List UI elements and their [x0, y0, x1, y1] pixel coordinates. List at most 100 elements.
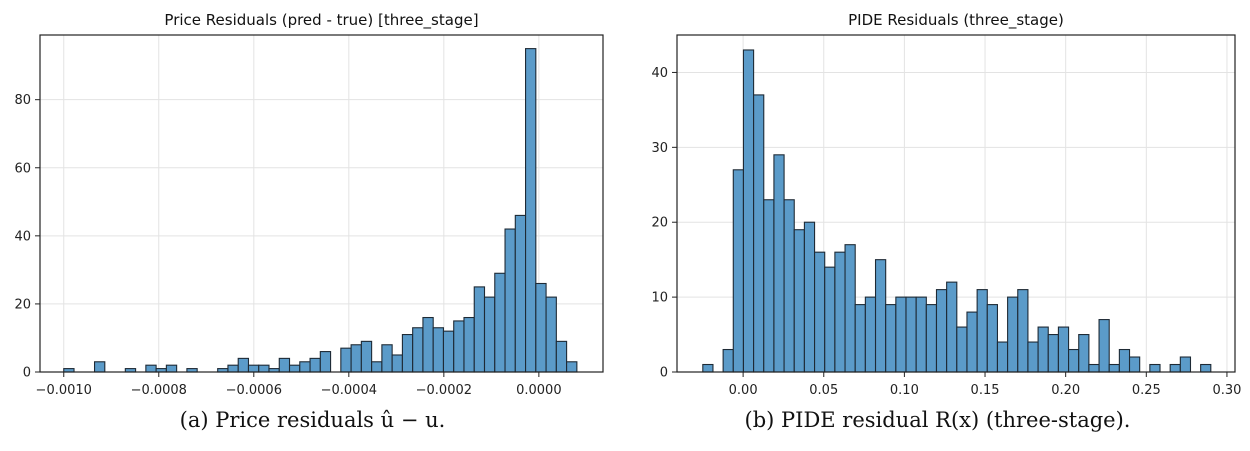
price-histogram-bar: [494, 272, 506, 373]
pide-histogram-bar: [935, 289, 948, 373]
price-histogram-bar: [545, 296, 557, 373]
price-histogram-bar: [278, 357, 291, 373]
pide-axes-frame: [676, 34, 1236, 373]
price-chart-title: Price Residuals (pred - true) [three_sta…: [164, 11, 478, 30]
price-histogram-bar: [535, 282, 547, 373]
pide-histogram-bar: [1027, 341, 1039, 373]
price-histogram-bar: [453, 320, 465, 373]
pide-histogram-bar: [1068, 348, 1080, 373]
price-histogram-bar: [555, 340, 568, 373]
price-histogram-bar: [237, 357, 250, 373]
pide-histogram-bar: [854, 304, 866, 373]
price-histogram-bar: [247, 364, 260, 373]
pide-histogram-bar: [844, 244, 856, 373]
pide-histogram-bar: [1200, 363, 1212, 373]
price-histogram-bar: [504, 228, 516, 373]
price-histogram-bar: [381, 344, 393, 373]
pide-histogram-bar: [864, 296, 877, 373]
price-residuals-panel: −0.0010 −0.0008 −0.0006 −0.0004 −0.0002 0.000…: [14, 11, 604, 398]
price-y-tick-label: 40: [14, 229, 31, 244]
price-histogram-bar: [350, 344, 362, 373]
pide-histogram-bar: [996, 341, 1009, 373]
price-histogram-bar: [442, 330, 455, 373]
price-y-tick-label: 0: [23, 366, 31, 381]
price-histogram-bar: [360, 340, 373, 373]
price-histogram-bar: [401, 334, 414, 373]
pide-y-tick-label: 30: [651, 141, 668, 156]
pide-histogram-bar: [925, 304, 938, 373]
price-y-tick-label: 20: [14, 297, 31, 312]
pide-histogram-bar: [763, 199, 775, 373]
pide-x-tick-label: 0.05: [809, 383, 838, 398]
pide-histogram-bar: [732, 169, 744, 373]
pide-histogram-bar: [1088, 363, 1100, 373]
pide-histogram-bar: [885, 304, 897, 373]
pide-residuals-panel: 0.00 0.05 0.10 0.15 0.20 0.25 0.30 0 10 20 30 40 PID…: [651, 11, 1241, 398]
pide-histogram-bar: [1098, 319, 1110, 373]
price-histogram-bar: [93, 361, 106, 373]
pide-histogram-bar: [874, 259, 887, 373]
pide-histogram-bar: [1149, 363, 1161, 373]
pide-x-tick-label: 0.30: [1212, 383, 1241, 398]
pide-x-tick-label: 0.00: [729, 383, 758, 398]
price-histogram-bar: [299, 361, 311, 373]
caption-b: (b) PIDE residual R(x) (three-stage).: [625, 400, 1250, 440]
pide-chart-title: PIDE Residuals (three_stage): [848, 11, 1064, 30]
pide-histogram-bar: [1169, 363, 1181, 373]
pide-histogram-bar: [824, 266, 836, 373]
pide-histogram-bar: [803, 221, 816, 373]
pide-histogram-bar: [946, 281, 958, 373]
price-histogram-bar: [422, 316, 434, 373]
pide-histogram-bar: [1007, 296, 1019, 373]
pide-histogram-bar: [986, 304, 998, 373]
price-x-tick-label: −0.0002: [416, 383, 472, 398]
pide-y-tick-label: 10: [651, 291, 668, 306]
pide-x-tick-label: 0.25: [1132, 383, 1161, 398]
pide-histogram-bar: [702, 363, 714, 373]
caption-a-label: (a): [179, 408, 209, 432]
price-y-tick-label: 60: [14, 161, 31, 176]
price-x-tick-label: −0.0006: [226, 383, 282, 398]
price-histogram-bar: [432, 327, 445, 373]
pide-histogram-bar: [1179, 356, 1192, 373]
pide-histogram-bar: [742, 49, 755, 373]
price-histogram-bar: [227, 364, 239, 373]
pide-histogram-bar: [773, 154, 785, 373]
pide-histogram-bar: [966, 311, 978, 373]
pide-y-tick-label: 40: [651, 66, 668, 81]
pide-x-tick-label: 0.20: [1051, 383, 1080, 398]
price-histogram-bar: [258, 364, 270, 373]
price-histogram-bar: [412, 327, 424, 373]
price-y-tick-label: 80: [14, 93, 31, 108]
pide-histogram-bar: [1078, 334, 1090, 373]
pide-histogram-bar: [1118, 348, 1131, 373]
price-histogram-bar: [566, 361, 578, 373]
pide-histogram-bar: [915, 296, 927, 373]
price-x-tick-label: −0.0010: [36, 383, 92, 398]
price-histogram-bar: [340, 347, 352, 373]
pide-histogram-bar: [1037, 326, 1049, 373]
pide-histogram-bar: [753, 94, 765, 373]
caption-a-text: Price residuals û − u.: [215, 408, 446, 432]
pide-histogram-bar: [956, 326, 968, 373]
pide-histogram-bar: [1047, 334, 1059, 373]
pide-histogram-bar: [905, 296, 917, 373]
pide-histogram-bar: [814, 251, 826, 373]
pide-y-tick-label: 0: [660, 366, 668, 381]
price-x-tick-label: 0.0000: [516, 383, 562, 398]
price-histogram-bar: [145, 364, 157, 373]
pide-histogram-bar: [1128, 356, 1141, 373]
pide-x-tick-label: 0.15: [971, 383, 1000, 398]
price-histogram-bar: [463, 316, 475, 373]
caption-b-text: PIDE residual R(x) (three-stage).: [781, 408, 1131, 432]
price-histogram-bar: [391, 354, 403, 373]
pide-histogram-bar: [976, 289, 988, 373]
pide-histogram-bar: [1017, 289, 1029, 373]
pide-histogram-bar: [834, 251, 846, 373]
price-histogram-bar: [525, 48, 537, 373]
pide-y-tick-label: 20: [651, 216, 668, 231]
price-histogram-bar: [371, 361, 383, 373]
price-histogram-bar: [319, 351, 332, 373]
price-histogram-bar: [288, 364, 301, 373]
